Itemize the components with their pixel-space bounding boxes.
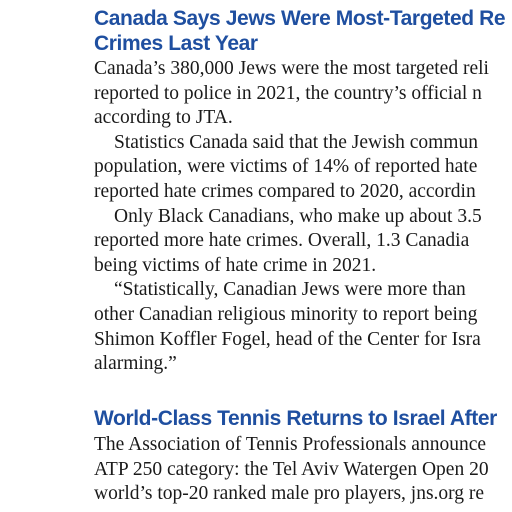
article-paragraph: Canada’s 380,000 Jews were the most targ…	[94, 57, 512, 131]
text-line: Canada’s 380,000 Jews were the most targ…	[94, 58, 489, 79]
article-paragraph: Only Black Canadians, who make up about …	[94, 205, 512, 279]
headline-line: World-Class Tennis Returns to Israel Aft…	[94, 407, 497, 430]
text-line: Only Black Canadians, who make up about …	[114, 205, 482, 227]
text-line: “Statistically, Canadian Jews were more …	[114, 279, 466, 301]
text-line: Statistics Canada said that the Jewish c…	[114, 131, 478, 153]
article-tennis-returns: World-Class Tennis Returns to Israel Aft…	[94, 406, 512, 507]
text-line: Shimon Koffler Fogel, head of the Center…	[94, 328, 481, 350]
text-line: ATP 250 category: the Tel Aviv Watergen …	[94, 458, 489, 480]
text-line: population, were victims of 14% of repor…	[94, 156, 478, 178]
headline-line: Canada Says Jews Were Most-Targeted Re	[94, 7, 506, 30]
text-line: reported to police in 2021, the country’…	[94, 82, 482, 104]
text-line: alarming.”	[94, 353, 177, 375]
article-paragraph: “Statistically, Canadian Jews were more …	[94, 278, 512, 376]
text-line: being victims of hate crime in 2021.	[94, 254, 377, 276]
text-line: reported hate crimes compared to 2020, a…	[94, 180, 476, 202]
headline-line: Crimes Last Year	[94, 32, 258, 55]
text-line: reported more hate crimes. Overall, 1.3 …	[94, 230, 470, 252]
article-paragraph: Statistics Canada said that the Jewish c…	[94, 131, 512, 205]
article-paragraph: The Association of Tennis Professionals …	[94, 433, 512, 507]
text-line: world’s top-20 ranked male pro players, …	[94, 483, 485, 505]
text-line: according to JTA.	[94, 107, 233, 129]
text-line: The Association of Tennis Professionals …	[94, 434, 486, 455]
article-canada-hate-crimes: Canada Says Jews Were Most-Targeted Re C…	[94, 6, 512, 377]
text-line: other Canadian religious minority to rep…	[94, 303, 478, 325]
article-headline: Canada Says Jews Were Most-Targeted Re C…	[94, 6, 512, 56]
article-headline: World-Class Tennis Returns to Israel Aft…	[94, 406, 512, 431]
